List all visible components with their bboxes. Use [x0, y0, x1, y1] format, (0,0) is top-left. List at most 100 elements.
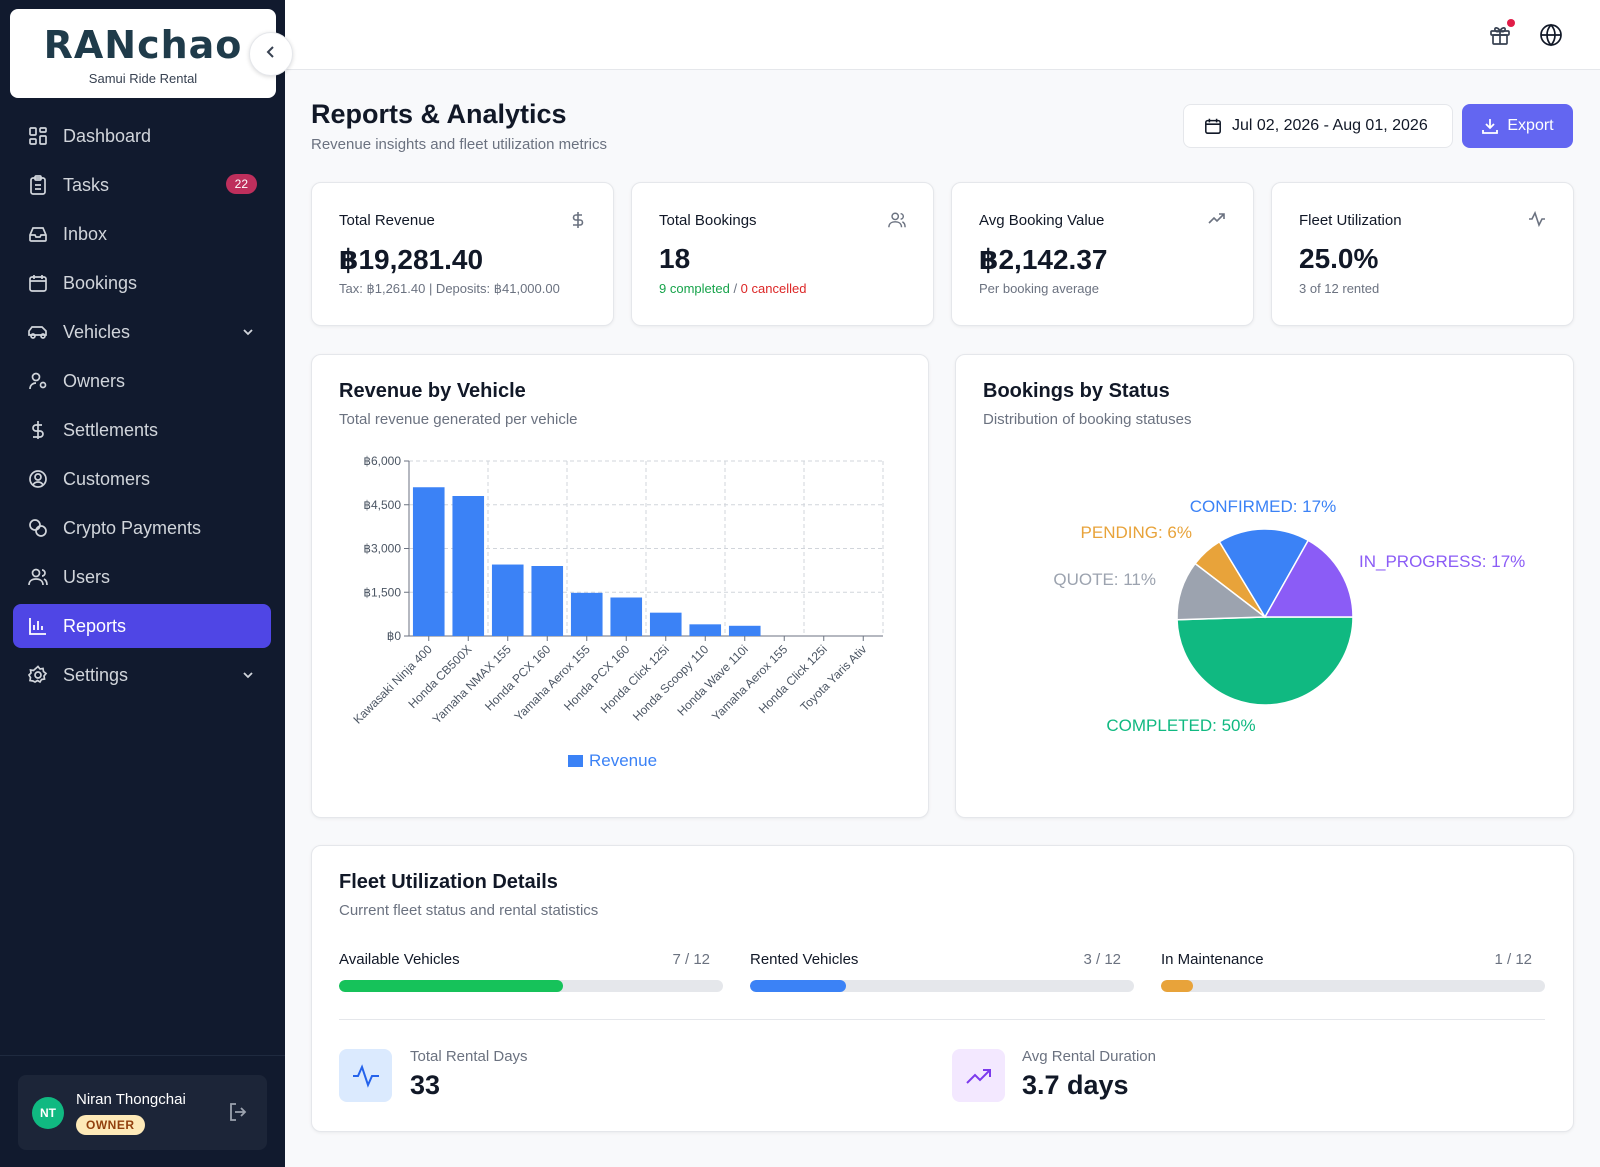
pie-label: IN_PROGRESS: 17% — [1359, 552, 1525, 571]
sidebar-item-owners[interactable]: Owners — [13, 359, 271, 403]
pie-label: COMPLETED: 50% — [1106, 716, 1255, 735]
stat-note: Per booking average — [979, 281, 1099, 296]
legend-swatch — [568, 755, 583, 767]
car-icon — [27, 321, 49, 343]
pie-label: PENDING: 6% — [1081, 523, 1192, 542]
bar[interactable] — [491, 564, 524, 636]
bar[interactable] — [610, 597, 643, 637]
sidebar-item-bookings[interactable]: Bookings — [13, 261, 271, 305]
in-maintenance-count: 1 / 12 — [1494, 951, 1532, 968]
stat-value: 18 — [659, 243, 691, 274]
in-maintenance-label: In Maintenance — [1161, 951, 1264, 968]
globe-icon[interactable] — [1539, 23, 1563, 47]
revenue-by-vehicle-card: Revenue by Vehicle Total revenue generat… — [311, 354, 929, 818]
stat-label: Total Bookings — [659, 212, 757, 229]
bar[interactable] — [412, 487, 445, 636]
tasks-count-badge: 22 — [225, 174, 257, 194]
sidebar-item-label: Settlements — [63, 419, 159, 440]
sidebar-item-label: Crypto Payments — [63, 517, 202, 538]
bar[interactable] — [728, 625, 761, 636]
gear-icon — [27, 664, 49, 686]
collapse-sidebar-button[interactable] — [249, 32, 293, 76]
users-icon — [888, 211, 906, 234]
bar[interactable] — [531, 566, 564, 636]
sidebar-item-settlements[interactable]: Settlements — [13, 408, 271, 452]
export-button[interactable]: Export — [1462, 104, 1573, 148]
pie-slice[interactable] — [1176, 616, 1354, 706]
sidebar-item-label: Settings — [63, 664, 129, 685]
legend-label[interactable]: Revenue — [589, 751, 657, 770]
stat-value: ฿2,142.37 — [979, 244, 1108, 275]
sidebar-item-label: Customers — [63, 468, 151, 489]
total-rental-days-label: Total Rental Days — [410, 1048, 528, 1065]
card-subtitle: Current fleet status and rental statisti… — [339, 902, 599, 919]
card-title: Revenue by Vehicle — [339, 380, 526, 402]
x-tick-label: Honda Click 125i — [598, 642, 672, 716]
sidebar-item-dashboard[interactable]: Dashboard — [13, 114, 271, 158]
stat-card-avg-booking-value: Avg Booking Value ฿2,142.37 Per booking … — [951, 182, 1254, 326]
in-maintenance-progress-fill — [1161, 980, 1193, 992]
stat-card-fleet-utilization: Fleet Utilization 25.0% 3 of 12 rented — [1271, 182, 1574, 326]
sidebar: RANchao Samui Ride Rental Dashboard Task… — [0, 0, 285, 1167]
user-profile: NT Niran Thongchai OWNER — [18, 1075, 267, 1150]
bar[interactable] — [689, 624, 722, 636]
pie-slice[interactable] — [1263, 539, 1354, 618]
note-separator: / — [729, 281, 741, 296]
brand-tagline: Samui Ride Rental — [88, 71, 198, 86]
stat-value: ฿19,281.40 — [339, 244, 484, 275]
bar[interactable] — [452, 496, 485, 636]
sidebar-item-label: Vehicles — [63, 321, 131, 342]
available-vehicles-label: Available Vehicles — [339, 951, 460, 968]
bar[interactable] — [570, 592, 603, 636]
bar[interactable] — [649, 612, 682, 636]
gift-icon[interactable] — [1488, 19, 1515, 47]
brand-logo: RANchao — [43, 23, 243, 67]
role-badge: OWNER — [76, 1115, 145, 1135]
logout-icon[interactable] — [227, 1101, 249, 1128]
pie-slice[interactable] — [1218, 528, 1310, 619]
bookings-by-status-card: Bookings by Status Distribution of booki… — [955, 354, 1574, 818]
calendar-icon — [1204, 117, 1232, 135]
calendar-icon — [27, 272, 49, 294]
stat-label: Avg Booking Value — [979, 212, 1105, 229]
sidebar-item-users[interactable]: Users — [13, 555, 271, 599]
inbox-icon — [27, 223, 49, 245]
sidebar-item-label: Owners — [63, 370, 126, 391]
x-tick-label: Honda Wave 110i — [674, 642, 750, 718]
fleet-utilization-card: Fleet Utilization Details Current fleet … — [311, 845, 1574, 1132]
sidebar-item-crypto-payments[interactable]: Crypto Payments — [13, 506, 271, 550]
logo-card[interactable]: RANchao Samui Ride Rental — [10, 9, 276, 98]
page-subtitle: Revenue insights and fleet utilization m… — [311, 136, 607, 153]
clipboard-icon — [27, 174, 49, 196]
sidebar-item-reports[interactable]: Reports — [13, 604, 271, 648]
pie-label: QUOTE: 11% — [1053, 570, 1156, 589]
chevron-down-icon[interactable] — [241, 666, 255, 687]
stat-card-total-revenue: Total Revenue ฿19,281.40 Tax: ฿1,261.40 … — [311, 182, 614, 326]
y-tick-label: ฿4,500 — [363, 498, 401, 512]
available-vehicles-count: 7 / 12 — [672, 951, 710, 968]
avg-rental-duration-label: Avg Rental Duration — [1022, 1048, 1156, 1065]
dollar-icon — [570, 211, 586, 234]
stat-label: Fleet Utilization — [1299, 212, 1402, 229]
bar-chart-icon — [27, 615, 49, 637]
pie-label: CONFIRMED: 17% — [1190, 497, 1336, 516]
notification-dot — [1507, 19, 1515, 27]
sidebar-item-inbox[interactable]: Inbox — [13, 212, 271, 256]
date-range-picker[interactable]: Jul 02, 2026 - Aug 01, 2026 — [1183, 104, 1453, 148]
card-subtitle: Distribution of booking statuses — [983, 411, 1192, 428]
sidebar-item-vehicles[interactable]: Vehicles — [13, 310, 271, 354]
y-tick-label: ฿6,000 — [363, 454, 401, 468]
rented-vehicles-progress-fill — [750, 980, 846, 992]
sidebar-item-label: Users — [63, 566, 111, 587]
stat-card-total-bookings: Total Bookings 18 9 completed / 0 cancel… — [631, 182, 934, 326]
avatar[interactable]: NT — [32, 1097, 64, 1129]
available-vehicles-progress — [339, 980, 723, 992]
sidebar-item-customers[interactable]: Customers — [13, 457, 271, 501]
chevron-left-icon — [264, 45, 278, 64]
stat-note: 9 completed / 0 cancelled — [659, 281, 806, 296]
chevron-down-icon[interactable] — [241, 323, 255, 344]
y-tick-label: ฿0 — [387, 629, 402, 643]
sidebar-item-tasks[interactable]: Tasks 22 — [13, 163, 271, 207]
sidebar-item-settings[interactable]: Settings — [13, 653, 271, 697]
